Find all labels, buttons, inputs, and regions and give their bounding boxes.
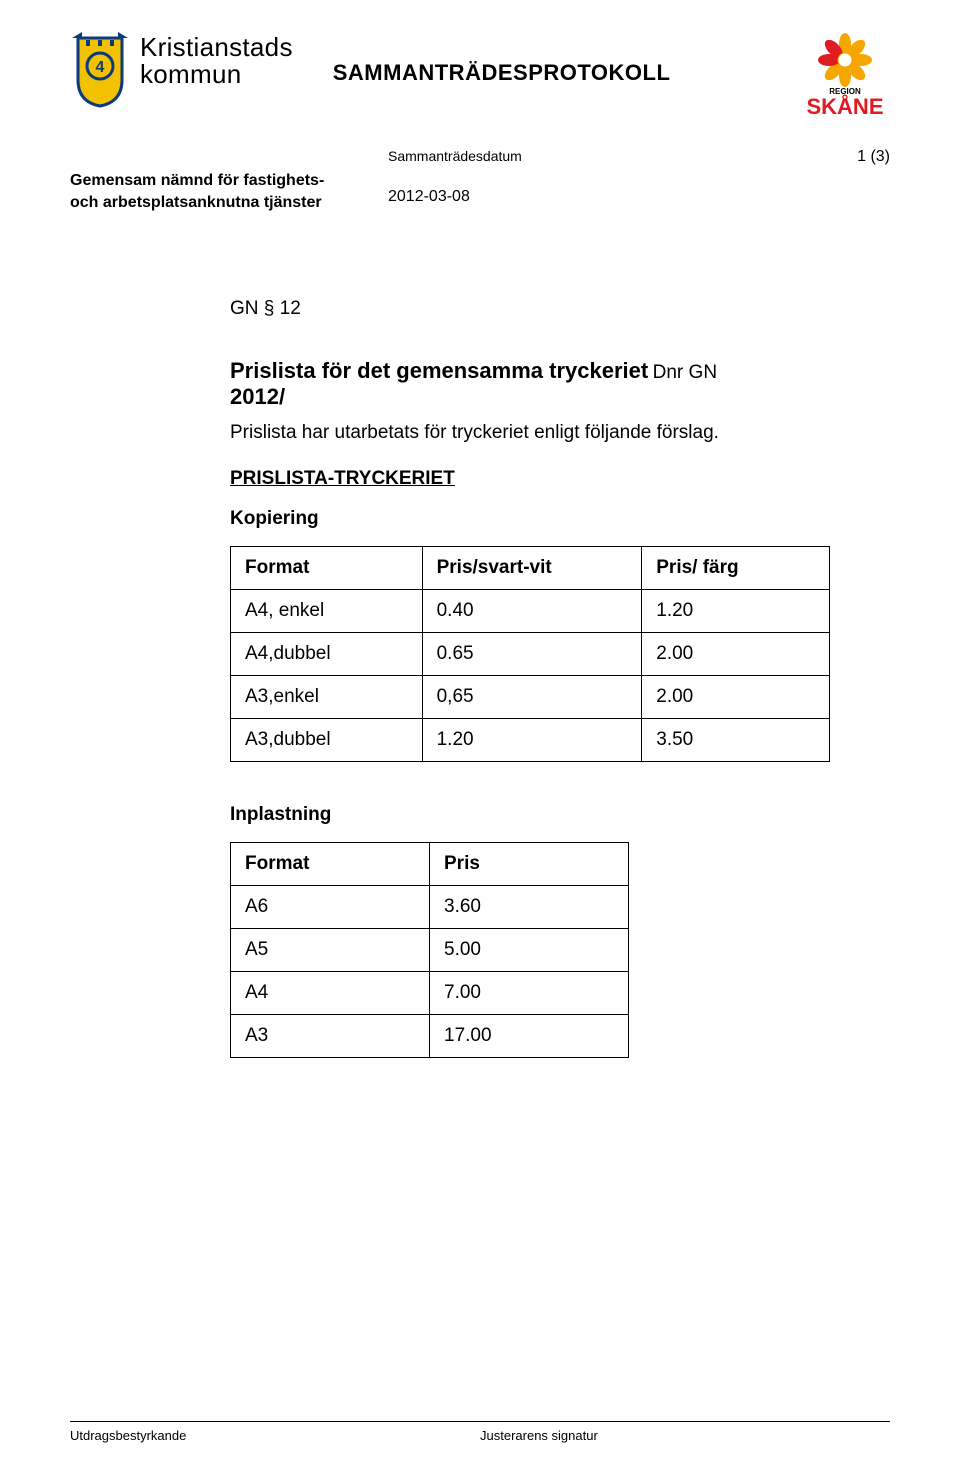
table-row: A4,dubbel0.652.00 bbox=[231, 632, 830, 675]
table-row: A317.00 bbox=[231, 1014, 629, 1057]
section-heading: PRISLISTA-TRYCKERIET bbox=[230, 468, 830, 490]
shield-crenel-icon bbox=[86, 40, 90, 46]
sun-icon bbox=[818, 33, 872, 87]
document-title-block: Prislista för det gemensamma tryckeriet … bbox=[230, 358, 830, 410]
committee-line1: Gemensam nämnd för fastighets- bbox=[70, 170, 324, 192]
table-row: A5 5.00 bbox=[231, 928, 629, 971]
header: 4 Kristianstads kommun SAMMANTRÄDESPROTO… bbox=[70, 30, 890, 120]
table-cell: 2.00 bbox=[642, 632, 830, 675]
shield-crenel-icon bbox=[110, 40, 114, 46]
page-count: 1 (3) bbox=[857, 148, 890, 166]
footer-left-label: Utdragsbestyrkande bbox=[70, 1428, 480, 1443]
table-cell: A5 bbox=[231, 928, 430, 971]
table-cell: 1.20 bbox=[642, 589, 830, 632]
sun-center-icon bbox=[838, 53, 852, 67]
table-cell: A3 bbox=[231, 1014, 430, 1057]
meeting-date-label: Sammanträdesdatum bbox=[388, 148, 522, 164]
org-text: Kristianstads kommun bbox=[140, 30, 293, 89]
table-row: A3,dubbel1.203.50 bbox=[231, 718, 830, 761]
table-cell: 0,65 bbox=[422, 675, 642, 718]
price-table-laminating: Format Pris A6 3.60A5 5.00A4 7.00A317.00 bbox=[230, 842, 629, 1058]
footer-right-label: Justerarens signatur bbox=[480, 1428, 890, 1443]
page: 4 Kristianstads kommun SAMMANTRÄDESPROTO… bbox=[0, 0, 960, 1483]
table-row: A3,enkel0,652.00 bbox=[231, 675, 830, 718]
col-price-color: Pris/ färg bbox=[642, 546, 830, 589]
shield-crenel-icon bbox=[98, 40, 102, 46]
table-header-row: Format Pris/svart-vit Pris/ färg bbox=[231, 546, 830, 589]
dnr-label: Dnr GN bbox=[653, 362, 717, 383]
committee-name: Gemensam nämnd för fastighets- och arbet… bbox=[70, 170, 324, 213]
crest-icon: 4 bbox=[70, 30, 130, 108]
table-cell: 2.00 bbox=[642, 675, 830, 718]
table2-heading: Inplastning bbox=[230, 804, 830, 826]
footer-divider bbox=[70, 1421, 890, 1422]
org-name-line2: kommun bbox=[140, 61, 293, 88]
table1-heading: Kopiering bbox=[230, 508, 830, 530]
table-cell: 3.60 bbox=[430, 885, 629, 928]
table-cell: A4,dubbel bbox=[231, 632, 423, 675]
table-cell: 0.65 bbox=[422, 632, 642, 675]
table-cell: A3,enkel bbox=[231, 675, 423, 718]
meta-row: Gemensam nämnd för fastighets- och arbet… bbox=[70, 148, 890, 218]
footer-row: Utdragsbestyrkande Justerarens signatur bbox=[70, 1428, 890, 1443]
org-name-line1: Kristianstads bbox=[140, 34, 293, 61]
col-price: Pris bbox=[430, 842, 629, 885]
skane-logo-icon: REGION SKÅNE bbox=[800, 30, 890, 120]
table-header-row: Format Pris bbox=[231, 842, 629, 885]
intro-text: Prislista har utarbetats för tryckeriet … bbox=[230, 420, 830, 446]
agenda-item-code: GN § 12 bbox=[230, 298, 830, 320]
org-block: 4 Kristianstads kommun bbox=[70, 30, 293, 108]
meeting-date-value: 2012-03-08 bbox=[388, 188, 470, 206]
protocol-title: SAMMANTRÄDESPROTOKOLL bbox=[293, 30, 800, 86]
table-row: A6 3.60 bbox=[231, 885, 629, 928]
dnr-year: 2012/ bbox=[230, 384, 830, 410]
table-cell: A4 bbox=[231, 971, 430, 1014]
table-cell: A6 bbox=[231, 885, 430, 928]
footer: Utdragsbestyrkande Justerarens signatur bbox=[70, 1421, 890, 1443]
table-cell: 0.40 bbox=[422, 589, 642, 632]
table-cell: 5.00 bbox=[430, 928, 629, 971]
table-row: A4 7.00 bbox=[231, 971, 629, 1014]
table-row: A4, enkel0.401.20 bbox=[231, 589, 830, 632]
content: GN § 12 Prislista för det gemensamma try… bbox=[230, 298, 830, 1058]
col-format: Format bbox=[231, 546, 423, 589]
shield-letter-icon: 4 bbox=[96, 59, 105, 76]
committee-line2: och arbetsplatsanknutna tjänster bbox=[70, 192, 324, 214]
col-format: Format bbox=[231, 842, 430, 885]
col-price-bw: Pris/svart-vit bbox=[422, 546, 642, 589]
document-title: Prislista för det gemensamma tryckeriet bbox=[230, 358, 648, 383]
table-cell: 17.00 bbox=[430, 1014, 629, 1057]
skane-word-text: SKÅNE bbox=[806, 93, 883, 119]
table-cell: 3.50 bbox=[642, 718, 830, 761]
table-cell: A3,dubbel bbox=[231, 718, 423, 761]
table-cell: 7.00 bbox=[430, 971, 629, 1014]
table-cell: A4, enkel bbox=[231, 589, 423, 632]
table-cell: 1.20 bbox=[422, 718, 642, 761]
price-table-copying: Format Pris/svart-vit Pris/ färg A4, enk… bbox=[230, 546, 830, 762]
